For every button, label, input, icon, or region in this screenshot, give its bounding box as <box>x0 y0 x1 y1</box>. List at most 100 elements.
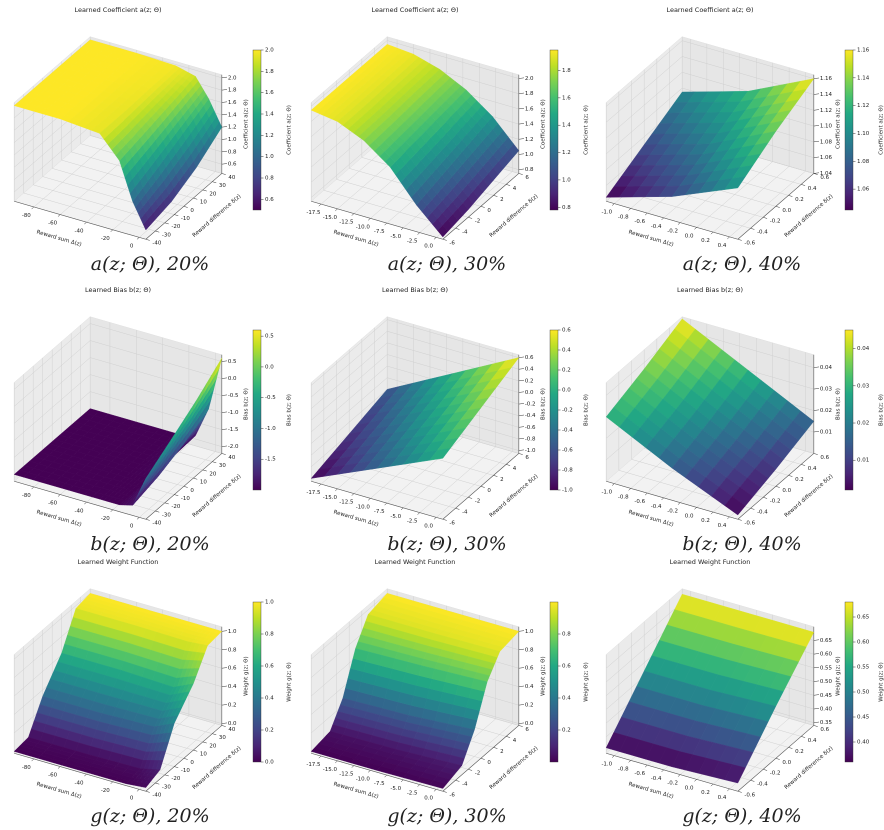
x-tick-label: -12.5 <box>339 500 354 506</box>
y-tick <box>164 502 169 505</box>
x-tick-label: 0 <box>130 795 134 801</box>
x-tick <box>384 222 388 226</box>
z-axis-label: Coefficient a(z; Θ) <box>540 99 546 149</box>
y-tick <box>763 497 768 499</box>
x-tick-label: 0 <box>130 523 134 529</box>
y-tick-label: 0 <box>190 208 194 214</box>
x-tick-label: -17.5 <box>306 762 321 768</box>
y-tick <box>813 173 818 175</box>
y-tick-label: -4 <box>462 782 468 788</box>
z-tick <box>813 721 820 723</box>
y-tick-label: 0 <box>190 488 194 494</box>
y-tick <box>174 766 179 768</box>
colorbar-tick-label: 1.08 <box>857 159 870 165</box>
x-tick-label: -40 <box>74 780 83 786</box>
z-tick-label: 0.2 <box>525 378 534 384</box>
y-tick <box>183 758 188 760</box>
x-tick <box>727 788 730 792</box>
colorbar-label: Bias b(z; Θ) <box>879 394 884 426</box>
y-tick <box>506 736 511 738</box>
x-tick-label: -15.0 <box>323 215 338 221</box>
x-tick-label: -40 <box>74 508 83 514</box>
y-tick <box>455 508 460 510</box>
y-tick <box>164 774 169 777</box>
y-tick <box>750 228 755 230</box>
chart-panel: Learned Bias b(z; Θ) -17.5-15.0-12.5-10.0… <box>306 286 589 555</box>
y-tick-label: 0.2 <box>795 197 804 203</box>
y-tick <box>518 173 523 175</box>
y-tick-label: 0 <box>487 488 491 494</box>
colorbar-tick-label: 0.02 <box>857 421 869 427</box>
colorbar-tick-label: -0.2 <box>562 408 573 414</box>
x-tick-label: 0.2 <box>701 518 710 524</box>
x-tick-label: -40 <box>74 228 83 234</box>
caption: g(z; Θ), 40% <box>682 805 801 827</box>
axis-line <box>311 480 443 520</box>
x-tick-label: -12.5 <box>339 220 354 226</box>
z-tick <box>221 113 228 116</box>
y-tick <box>442 239 447 241</box>
x-axis-label: Reward sum Δ(z) <box>333 782 379 801</box>
x-tick-label: 0.2 <box>701 790 710 796</box>
z-tick <box>518 123 525 125</box>
z-tick <box>518 107 525 110</box>
x-tick-label: -15.0 <box>323 767 338 773</box>
y-tick <box>518 725 523 727</box>
chart-title: Learned Weight Function <box>78 558 159 566</box>
y-tick <box>518 453 523 455</box>
y-tick <box>468 217 473 219</box>
y-tick <box>455 780 460 782</box>
x-tick-label: -2.5 <box>407 239 418 245</box>
y-tick-label: 0.4 <box>808 466 817 472</box>
x-tick <box>661 497 664 501</box>
x-tick <box>84 221 87 225</box>
z-tick <box>221 150 228 153</box>
z-tick <box>813 93 820 95</box>
colorbar-tick-label: 1.0 <box>265 154 274 160</box>
z-tick <box>518 356 525 358</box>
colorbar-tick-label: 0.65 <box>857 615 870 621</box>
x-tick <box>677 222 681 225</box>
z-tick-label: 1.12 <box>820 108 832 114</box>
y-axis-label: Reward difference δ(z) <box>784 194 835 239</box>
y-tick <box>221 725 226 727</box>
y-tick-label: 20 <box>209 743 216 749</box>
x-tick <box>110 509 114 512</box>
x-tick <box>433 789 437 792</box>
y-tick-label: -2 <box>475 219 480 225</box>
x-tick <box>661 769 664 773</box>
y-tick <box>737 239 742 241</box>
y-tick-label: -30 <box>162 784 171 790</box>
x-tick <box>136 789 140 792</box>
grid-line <box>14 374 91 441</box>
z-tick <box>221 704 228 706</box>
y-tick <box>212 461 217 464</box>
colorbar-tick-label: 0.2 <box>562 368 571 374</box>
axis-line <box>311 752 443 792</box>
y-tick-label: 0.0 <box>782 488 791 494</box>
y-tick-label: -20 <box>171 504 180 510</box>
y-tick <box>145 791 150 793</box>
chart-title: Learned Coefficient a(z; Θ) <box>666 6 753 14</box>
colorbar-tick-label: -0.5 <box>265 395 276 401</box>
chart-panel: Learned Bias b(z; Θ)-80-60-40-200 -40-30-… <box>13 286 293 555</box>
y-tick <box>202 189 207 192</box>
y-tick <box>202 741 207 744</box>
colorbar-label: Weight g(z; Θ) <box>879 662 884 702</box>
x-tick-label: -5.0 <box>390 786 401 792</box>
y-tick <box>193 749 198 752</box>
y-tick-label: -40 <box>152 521 161 527</box>
z-tick <box>221 648 228 651</box>
axis-line <box>606 752 738 792</box>
caption: b(z; Θ), 20% <box>90 533 209 555</box>
x-tick-label: -12.5 <box>339 772 354 778</box>
z-tick <box>813 77 820 79</box>
x-tick <box>400 227 404 231</box>
grid-line <box>606 87 683 155</box>
y-tick <box>480 486 485 488</box>
z-tick-label: -0.6 <box>525 425 536 431</box>
x-axis-label: Reward sum Δ(z) <box>333 510 379 529</box>
y-tick-label: 0.0 <box>782 208 791 214</box>
x-tick <box>677 774 681 777</box>
